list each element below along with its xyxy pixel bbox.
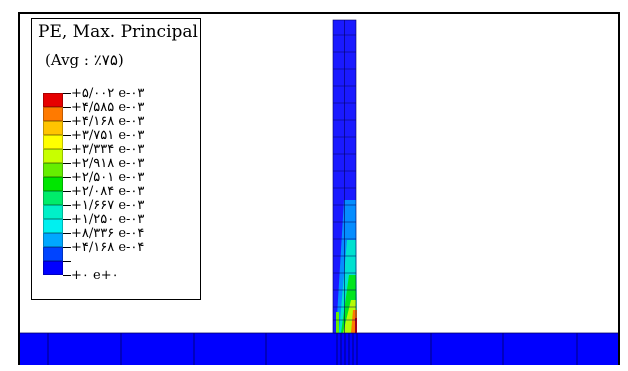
legend-value: +۳/۳۳۴ e-۰۳ — [71, 142, 145, 157]
column — [333, 20, 357, 333]
legend-tick — [63, 121, 71, 122]
legend-swatch — [43, 219, 63, 233]
legend-value: +۴/۵۸۵ e-۰۳ — [71, 100, 145, 115]
legend-value: +۳/۷۵۱ e-۰۳ — [71, 128, 145, 143]
legend-value: +۲/۰۸۴ e-۰۳ — [71, 184, 145, 199]
legend-averaging-note: (Avg : ٪۷۵) — [45, 51, 124, 69]
legend-tick — [63, 191, 71, 192]
legend-value: +۴/۱۶۸ e-۰۴ — [71, 240, 145, 255]
legend-value: +۱/۶۶۷ e-۰۳ — [71, 198, 145, 213]
legend-swatch — [43, 205, 63, 219]
legend-tick — [63, 135, 71, 136]
legend-tick — [63, 233, 71, 234]
legend-value: +۲/۵۰۱ e-۰۳ — [71, 170, 145, 185]
legend-tick — [63, 275, 71, 276]
base-mesh — [20, 332, 618, 365]
base-slab — [20, 333, 618, 365]
legend-tick — [63, 219, 71, 220]
legend-swatch — [43, 247, 63, 261]
legend-swatch — [43, 261, 63, 275]
legend-value: +۱/۲۵۰ e-۰۳ — [71, 212, 145, 227]
legend-swatch — [43, 191, 63, 205]
legend-swatch — [43, 177, 63, 191]
legend-tick — [63, 163, 71, 164]
legend-tick — [63, 177, 71, 178]
legend-tick — [63, 247, 71, 248]
legend-swatch — [43, 135, 63, 149]
legend-tick — [63, 149, 71, 150]
legend-swatch — [43, 163, 63, 177]
legend-swatch — [43, 233, 63, 247]
legend-title: PE, Max. Principal — [38, 22, 198, 42]
column-mesh — [332, 19, 357, 334]
legend-swatch — [43, 107, 63, 121]
legend-swatch — [43, 121, 63, 135]
legend-value: +۰ e+۰ — [71, 268, 119, 283]
legend-tick — [63, 261, 71, 262]
legend-tick — [63, 107, 71, 108]
legend-value: +۵/۰۰۲ e-۰۳ — [71, 86, 145, 101]
legend-swatch — [43, 149, 63, 163]
legend-value: +۴/۱۶۸ e-۰۳ — [71, 114, 145, 129]
legend-swatch — [43, 93, 63, 107]
legend-value: +۲/۹۱۸ e-۰۳ — [71, 156, 145, 171]
legend-tick — [63, 205, 71, 206]
legend-value: +۸/۳۳۶ e-۰۴ — [71, 226, 145, 241]
contour-legend: PE, Max. Principal (Avg : ٪۷۵) +۵/۰۰۲ e-… — [31, 18, 201, 300]
legend-tick — [63, 93, 71, 94]
